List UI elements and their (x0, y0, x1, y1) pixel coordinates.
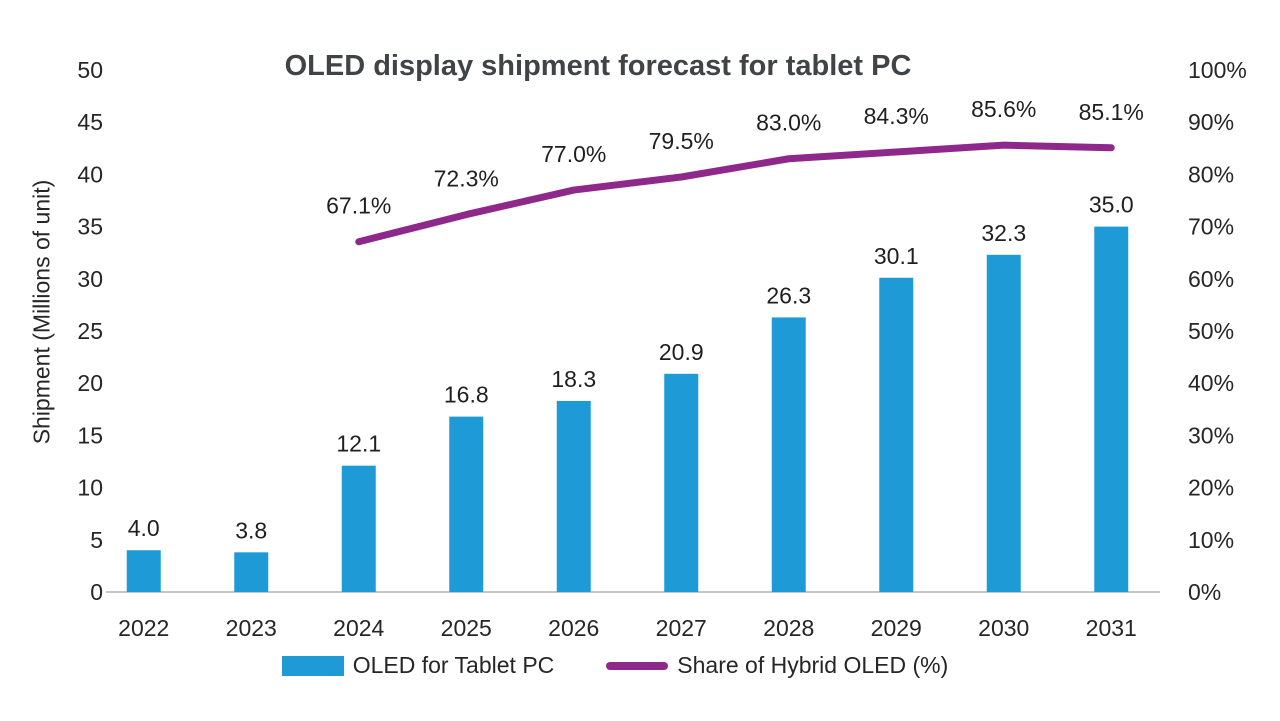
right-axis-tick: 40% (1188, 370, 1234, 396)
legend-item-oled-bar: OLED for Tablet PC (281, 652, 555, 679)
x-axis-tick-2023: 2023 (226, 615, 277, 641)
legend-label-line: Share of Hybrid OLED (%) (677, 652, 949, 678)
chart-title: OLED display shipment forecast for table… (284, 50, 912, 82)
line-label-2028: 83.0% (756, 110, 821, 136)
bar-2022 (126, 550, 161, 592)
right-axis-tick: 20% (1188, 475, 1234, 501)
x-axis-tick-2029: 2029 (871, 615, 922, 641)
bar-2030 (986, 254, 1021, 592)
bar-label-2028: 26.3 (766, 282, 811, 308)
x-axis-tick-2022: 2022 (118, 615, 169, 641)
bar-2024 (341, 465, 376, 592)
bar-2023 (234, 552, 269, 592)
x-axis-tick-2028: 2028 (763, 615, 814, 641)
bar-label-2022: 4.0 (128, 515, 160, 541)
bar-2029 (879, 277, 914, 592)
right-axis-tick: 30% (1188, 422, 1234, 448)
line-label-2027: 79.5% (649, 128, 714, 154)
line-label-2030: 85.6% (971, 96, 1036, 122)
left-axis-tick: 40 (77, 161, 103, 187)
x-axis-tick-2030: 2030 (978, 615, 1029, 641)
right-axis-tick: 0% (1188, 579, 1221, 605)
left-axis-tick: 25 (77, 318, 103, 344)
line-label-2025: 72.3% (434, 166, 499, 192)
left-axis-title: Shipment (Millions of unit) (28, 179, 55, 445)
line-series-swatch (606, 661, 669, 670)
x-axis-tick-2025: 2025 (441, 615, 492, 641)
right-axis-tick: 70% (1188, 214, 1234, 240)
line-label-2024: 67.1% (326, 193, 391, 219)
bar-label-2025: 16.8 (444, 382, 489, 408)
right-axis-tick: 100% (1188, 57, 1247, 83)
left-axis-tick: 5 (90, 527, 103, 553)
left-axis-tick: 35 (77, 214, 103, 240)
bar-2027 (664, 373, 699, 592)
right-axis-tick: 80% (1188, 161, 1234, 187)
legend-label-bar: OLED for Tablet PC (352, 652, 555, 678)
bar-2031 (1094, 226, 1129, 592)
bar-label-2026: 18.3 (551, 366, 596, 392)
legend: OLED for Tablet PC Share of Hybrid OLED … (0, 652, 1230, 679)
bar-label-2027: 20.9 (659, 339, 704, 365)
bar-2028 (771, 317, 806, 592)
bar-2026 (556, 400, 591, 592)
left-axis-tick: 30 (77, 266, 103, 292)
right-axis-tick: 50% (1188, 318, 1234, 344)
left-axis-tick: 10 (77, 475, 103, 501)
line-label-2029: 84.3% (864, 103, 929, 129)
bar-2025 (449, 416, 484, 592)
bar-label-2023: 3.8 (235, 517, 267, 543)
left-axis-tick: 0 (90, 579, 103, 605)
bar-series-swatch (281, 655, 344, 676)
share-of-hybrid-oled-line (355, 141, 1115, 246)
left-axis-tick: 50 (77, 57, 103, 83)
left-axis-tick: 15 (77, 422, 103, 448)
left-axis-tick: 20 (77, 370, 103, 396)
x-axis-tick-2024: 2024 (333, 615, 384, 641)
right-axis-tick: 60% (1188, 266, 1234, 292)
left-axis-tick: 45 (77, 109, 103, 135)
line-label-2026: 77.0% (541, 141, 606, 167)
legend-item-share-line: Share of Hybrid OLED (%) (606, 652, 948, 679)
x-axis-tick-2031: 2031 (1086, 615, 1137, 641)
x-axis-tick-2026: 2026 (548, 615, 599, 641)
bar-label-2030: 32.3 (981, 220, 1026, 246)
right-axis-tick: 10% (1188, 527, 1234, 553)
bar-label-2029: 30.1 (874, 243, 919, 269)
line-label-2031: 85.1% (1079, 99, 1144, 125)
bar-label-2024: 12.1 (336, 431, 381, 457)
x-axis-tick-2027: 2027 (656, 615, 707, 641)
right-axis-tick: 90% (1188, 109, 1234, 135)
bar-label-2031: 35.0 (1089, 192, 1134, 218)
